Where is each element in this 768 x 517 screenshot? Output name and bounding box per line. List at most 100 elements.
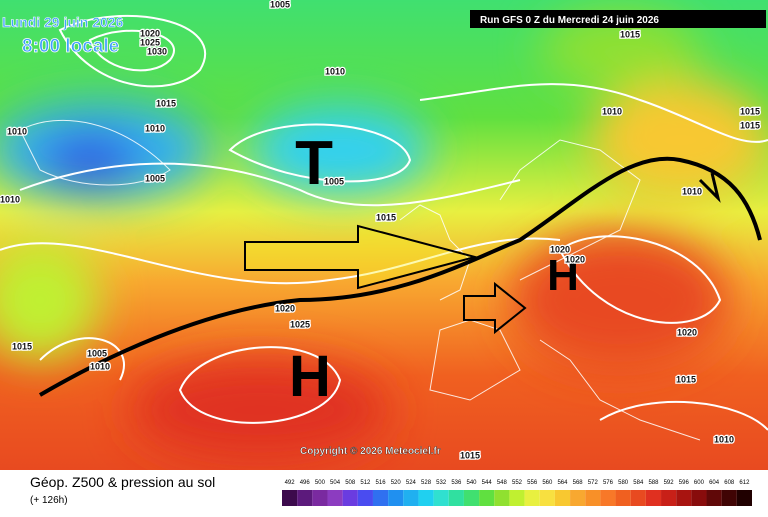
scale-label: 548 — [497, 480, 508, 486]
run-info: Run GFS 0 Z du Mercredi 24 juin 2026 — [480, 15, 659, 26]
jet-stream — [38, 156, 762, 397]
high-symbol: H — [547, 251, 579, 300]
scale-swatch — [721, 490, 737, 506]
valid-time: 8:00 locale — [22, 36, 119, 57]
scale-label: 592 — [664, 480, 675, 486]
low-symbol: T — [295, 129, 333, 198]
isobar-label: 1020 — [275, 303, 295, 313]
scale-swatch — [509, 490, 525, 506]
scale-label: 560 — [542, 480, 553, 486]
scale-label: 556 — [527, 480, 538, 486]
scale-label: 508 — [345, 480, 356, 486]
isobar-label: 1010 — [0, 194, 20, 204]
isobar-label: 1010 — [682, 186, 702, 196]
isobar-label: 1015 — [620, 29, 640, 39]
scale-label: 580 — [618, 480, 629, 486]
isobar-label: 1015 — [740, 106, 760, 116]
lead-time: (+ 126h) — [30, 495, 68, 506]
scale-swatch — [433, 490, 449, 506]
isobar-label: 1010 — [90, 361, 110, 371]
isobar-label: 1015 — [676, 374, 696, 384]
flow-arrow — [463, 281, 527, 335]
scale-swatch — [463, 490, 480, 506]
scale-swatch — [630, 490, 646, 506]
scale-swatch — [479, 490, 495, 506]
scale-swatch — [297, 490, 313, 506]
valid-date: Lundi 29 juin 2026 — [2, 14, 124, 30]
scale-swatch — [554, 490, 571, 506]
scale-label: 512 — [360, 480, 371, 486]
scale-swatch — [706, 490, 722, 506]
scale-label: 584 — [633, 480, 644, 486]
isobar-label: 1020 — [565, 254, 585, 264]
isobar-label: 1020 — [550, 244, 570, 254]
scale-label: 588 — [648, 480, 659, 486]
run-box — [470, 10, 766, 28]
isobar-label: 1005 — [145, 173, 165, 183]
scale-swatch — [585, 490, 601, 506]
isobar-label: 1030 — [147, 46, 167, 56]
isobar-label: 1005 — [87, 348, 107, 358]
scale-swatch — [736, 490, 752, 506]
scale-swatch — [418, 490, 434, 506]
scale-label: 544 — [482, 480, 493, 486]
copyright: Copyright © 2026 Meteociel.fr — [300, 446, 441, 457]
scale-label: 612 — [739, 480, 750, 486]
scale-label: 572 — [588, 480, 599, 486]
scale-swatch — [448, 490, 464, 506]
scale-swatch — [691, 490, 707, 506]
scale-swatch — [327, 490, 343, 506]
scale-swatch — [357, 490, 373, 506]
scale-label: 540 — [467, 480, 478, 486]
scale-label: 528 — [421, 480, 432, 486]
high-symbol: H — [289, 344, 331, 409]
scale-label: 524 — [406, 480, 417, 486]
scale-label: 596 — [679, 480, 690, 486]
isobar-label: 1010 — [145, 123, 165, 133]
scale-swatch — [645, 490, 662, 506]
isobar-label: 1010 — [325, 66, 345, 76]
field-blobs — [0, 10, 768, 460]
scale-label: 536 — [451, 480, 462, 486]
isobar-label: 1015 — [460, 450, 480, 460]
scale-swatch — [372, 490, 389, 506]
isobar-label: 1010 — [714, 434, 734, 444]
isobar-labels: 1005102010251030101010151010101010051010… — [0, 0, 761, 462]
scale-label: 516 — [376, 480, 387, 486]
scale-label: 492 — [285, 480, 296, 486]
scale-swatch — [282, 490, 298, 506]
scale-swatch — [615, 490, 631, 506]
scale-label: 568 — [573, 480, 584, 486]
isobar-label: 1025 — [290, 319, 310, 329]
scale-label: 600 — [694, 480, 705, 486]
isobar-label: 1015 — [12, 341, 32, 351]
isobar-label: 1020 — [140, 28, 160, 38]
scale-label: 604 — [709, 480, 720, 486]
scale-swatch — [494, 490, 510, 506]
flow-arrow — [244, 224, 479, 290]
footer-title: Géop. Z500 & pression au sol — [30, 474, 215, 490]
isobar-label: 1010 — [602, 106, 622, 116]
isobar-label: 1025 — [140, 37, 160, 47]
isobar-label: 1005 — [324, 176, 344, 186]
isobar-label: 1015 — [740, 120, 760, 130]
jet-arrowhead — [698, 172, 721, 203]
isobar-label: 1015 — [376, 212, 396, 222]
scale-label: 496 — [300, 480, 311, 486]
isobar-label: 1005 — [270, 0, 290, 9]
scale-swatch — [676, 490, 692, 506]
scale-label: 576 — [603, 480, 614, 486]
isobar-label: 1010 — [7, 126, 27, 136]
scale-swatch — [403, 490, 419, 506]
scale-swatch — [539, 490, 555, 506]
scale-label: 504 — [330, 480, 341, 486]
isobars — [0, 14, 768, 431]
scale-swatch — [388, 490, 404, 506]
isobar-label: 1020 — [677, 327, 697, 337]
scale-label: 500 — [315, 480, 326, 486]
isobar-label: 1015 — [156, 98, 176, 108]
scale-swatch — [661, 490, 677, 506]
scale-swatch — [600, 490, 616, 506]
scale-label: 564 — [557, 480, 568, 486]
